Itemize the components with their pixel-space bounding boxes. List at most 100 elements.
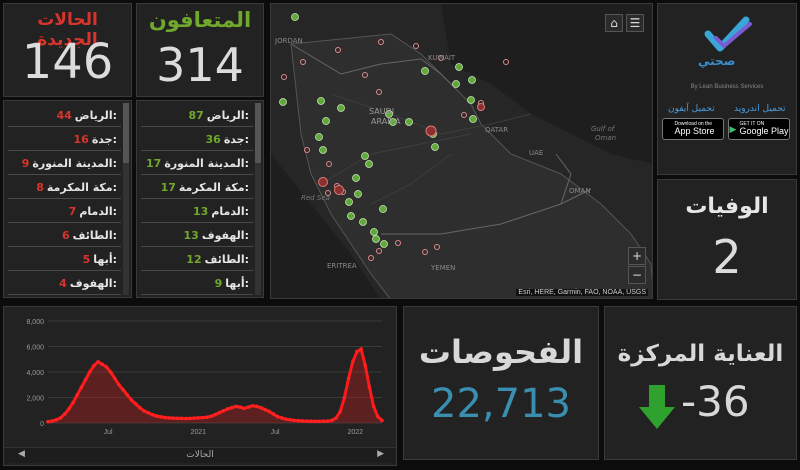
google-play-button[interactable]: ▶ GET IT ON Google Play — [728, 118, 790, 140]
x-tick-label: 2021 — [191, 429, 207, 436]
data-point — [163, 415, 167, 420]
data-point — [175, 416, 180, 421]
city-value: 16 — [73, 132, 89, 146]
play-small: GET IT ON — [739, 121, 765, 127]
map-label-qatar: QATAR — [485, 126, 509, 134]
y-tick-label: 4,000 — [26, 370, 44, 377]
city-label: الرياض: — [74, 108, 117, 122]
home-icon: ⌂ — [610, 16, 618, 30]
chart-nav-bar[interactable]: ◀ الحالات ▶ — [4, 447, 396, 463]
data-point — [108, 370, 113, 374]
data-point — [121, 388, 125, 392]
data-point — [83, 377, 88, 382]
brand-name: صحتي — [698, 54, 736, 68]
new-cases-city-list[interactable]: الرياض: 44 جدة: 16 المدينة المنورة: 9 مكة ا… — [3, 100, 132, 298]
iphone-label: تحميل آيفون — [668, 104, 715, 114]
scrollbar-thumb[interactable] — [255, 103, 261, 163]
x-tick-label: Jul — [271, 429, 280, 436]
cases-chart: 0 2,000 4,000 6,000 8,000 Jul 2021 Jul 2022 — [26, 319, 384, 436]
zoom-in-button[interactable]: + — [628, 247, 646, 265]
data-point — [138, 405, 142, 410]
city-value: 87 — [188, 108, 204, 122]
list-item: الرياض: 44 — [8, 104, 121, 127]
y-tick-label: 6,000 — [26, 345, 44, 352]
app-store-small: Download on the — [674, 121, 713, 127]
map-label-gulf-of: Gulf of — [591, 125, 615, 133]
data-point — [334, 416, 338, 420]
city-label: المدينة المنورة: — [32, 156, 117, 170]
city-label: جدة: — [91, 132, 117, 146]
data-point — [242, 406, 247, 411]
y-tick-label: 2,000 — [26, 396, 44, 403]
city-label: الهفوف: — [69, 276, 117, 290]
city-value: 8 — [36, 180, 44, 194]
data-point — [367, 385, 372, 390]
list-item: الطائف: 12 — [141, 248, 253, 271]
deaths-title: الوفيات — [685, 194, 769, 219]
data-point — [213, 412, 217, 417]
data-point — [113, 376, 117, 381]
recovered-city-list[interactable]: الرياض: 87 جدة: 36 المدينة المنورة: 17 مكة … — [136, 100, 264, 298]
city-value: 17 — [160, 180, 176, 194]
scrollbar[interactable] — [123, 103, 129, 295]
list-item: الدمام: 13 — [141, 200, 253, 223]
chevron-right-icon[interactable]: ▶ — [377, 449, 384, 459]
play-big: Google Play — [739, 126, 789, 136]
data-point — [54, 418, 59, 422]
data-point — [271, 412, 276, 416]
data-point — [75, 393, 80, 397]
zoom-out-button[interactable]: − — [628, 266, 646, 284]
city-value: 6 — [61, 228, 70, 242]
data-point — [96, 360, 100, 364]
play-icon: ▶ — [729, 123, 737, 134]
map-label-oman: OMAN — [569, 187, 591, 195]
city-value: 9 — [21, 156, 30, 170]
scrollbar[interactable] — [255, 103, 261, 295]
city-label: الطائف: — [204, 252, 249, 266]
layer-list-button[interactable]: ☰ — [626, 14, 644, 32]
data-point — [350, 360, 355, 364]
x-tick-label: Jul — [104, 429, 113, 436]
list-item: المدينة المنورة: 17 — [141, 152, 253, 175]
data-point — [188, 416, 192, 421]
list-item: جدة: 16 — [8, 128, 121, 151]
deaths-panel: الوفيات 2 — [657, 179, 797, 300]
map-panel[interactable]: JORDAN KUWAIT SAUDI ARABIA QATAR UAE Gul… — [270, 3, 653, 299]
sehhaty-logo — [704, 16, 752, 52]
data-point — [238, 405, 242, 409]
city-value: 5 — [82, 252, 91, 266]
list-item: أبها: 9 — [141, 272, 253, 295]
home-button[interactable]: ⌂ — [605, 14, 623, 32]
data-point — [67, 407, 71, 411]
recovered-panel: المتعافون 314 — [136, 3, 264, 97]
deaths-value: 2 — [712, 230, 742, 284]
data-point — [284, 417, 288, 421]
data-point — [229, 405, 234, 410]
scrollbar-thumb[interactable] — [123, 103, 129, 163]
data-point — [259, 405, 263, 410]
app-store-button[interactable]: Download on the App Store — [662, 118, 724, 140]
data-point — [234, 404, 238, 409]
list-item: جدة: 36 — [141, 128, 253, 151]
data-point — [192, 416, 196, 420]
data-point — [330, 418, 334, 423]
data-point — [104, 365, 109, 369]
app-panel: صحتي By Lean Business Services تحميل آيف… — [657, 3, 797, 175]
data-point — [380, 418, 384, 423]
data-point — [146, 411, 150, 415]
tests-panel: الفحوصات 22,713 — [403, 306, 599, 460]
data-point — [280, 416, 284, 420]
data-point — [100, 362, 105, 367]
chevron-left-icon[interactable]: ◀ — [18, 449, 25, 459]
data-point — [342, 395, 347, 400]
data-point — [171, 416, 176, 420]
y-tick-label: 0 — [40, 421, 44, 428]
map-canvas[interactable] — [271, 4, 653, 299]
map-label-gulf-oman: Oman — [595, 134, 617, 142]
data-point — [346, 376, 351, 381]
city-value: 13 — [193, 204, 209, 218]
data-point — [129, 398, 134, 402]
data-point — [292, 418, 297, 423]
map-label-kuwait: KUWAIT — [428, 54, 456, 62]
data-point — [300, 419, 305, 423]
